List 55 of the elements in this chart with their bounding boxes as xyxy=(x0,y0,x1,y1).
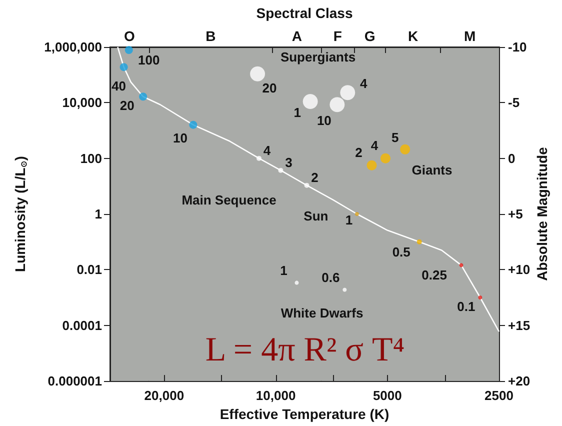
band-label: F xyxy=(333,28,342,44)
annotation: 2 xyxy=(311,170,318,185)
y-tick-label: 1 xyxy=(94,206,102,222)
y2-axis-title: Absolute Magnitude xyxy=(534,146,550,281)
annotation: Supergiants xyxy=(280,50,356,64)
annotation: L = 4π R² σ T⁴ xyxy=(205,332,405,368)
annotation: 0.5 xyxy=(392,244,410,260)
band-label: B xyxy=(206,28,216,44)
annotation: 10 xyxy=(316,113,332,128)
annotation: White Dwarfs xyxy=(280,306,364,320)
y2-tick-label: -10 xyxy=(508,40,527,54)
y-tick-label: 1,000,000 xyxy=(44,40,102,54)
band-label: K xyxy=(408,28,418,44)
band-label: G xyxy=(364,28,376,44)
y2-tick-label: +10 xyxy=(508,262,530,278)
y2-tick-label: +15 xyxy=(508,318,530,333)
annotation: 0.1 xyxy=(457,299,476,314)
annotation: 1 xyxy=(294,105,301,120)
band-label: M xyxy=(464,28,476,44)
band-label: A xyxy=(292,28,302,44)
annotation: Main Sequence xyxy=(182,192,276,208)
annotation: 1 xyxy=(280,263,288,278)
y-tick-label: 0.01 xyxy=(76,262,102,278)
x-tick-label: 10,000 xyxy=(256,388,296,403)
annotation: 3 xyxy=(285,154,292,170)
y-axis-title: Luminosity (L/L⊙) xyxy=(12,156,28,272)
annotation: 0.25 xyxy=(422,268,447,283)
annotation: 4 xyxy=(370,138,379,153)
annotation: 10 xyxy=(172,130,188,146)
y-tick-label: 100 xyxy=(80,150,102,166)
annotation: 40 xyxy=(112,78,126,94)
annotation: 4 xyxy=(263,142,272,158)
y2-tick-label: +20 xyxy=(508,374,530,388)
y2-tick-label: -5 xyxy=(508,95,520,110)
annotation: 20 xyxy=(262,80,277,96)
y2-tick-label: +5 xyxy=(508,206,523,222)
x-tick-label: 2500 xyxy=(484,388,514,403)
y-tick-label: 0.000001 xyxy=(48,374,102,388)
x-axis-title: Effective Temperature (K) xyxy=(220,406,390,422)
y-tick-label: 0.0001 xyxy=(62,318,102,333)
annotation: 0.6 xyxy=(322,270,340,286)
annotation: 2 xyxy=(355,144,362,160)
annotation: 1 xyxy=(345,212,353,228)
annotation: 5 xyxy=(391,130,399,145)
x-tick-label: 20,000 xyxy=(144,388,184,403)
y-tick-label: 10,000 xyxy=(62,95,102,110)
y2-tick-label: 0 xyxy=(508,150,516,166)
annotation: 20 xyxy=(120,98,134,114)
annotation: 100 xyxy=(138,52,160,68)
x2-axis-title: Spectral Class xyxy=(256,5,353,21)
annotation: Sun xyxy=(304,208,328,224)
annotation: 4 xyxy=(360,76,368,92)
annotation: Giants xyxy=(412,162,452,178)
x-tick-label: 5000 xyxy=(372,388,402,403)
band-label: O xyxy=(124,28,135,44)
